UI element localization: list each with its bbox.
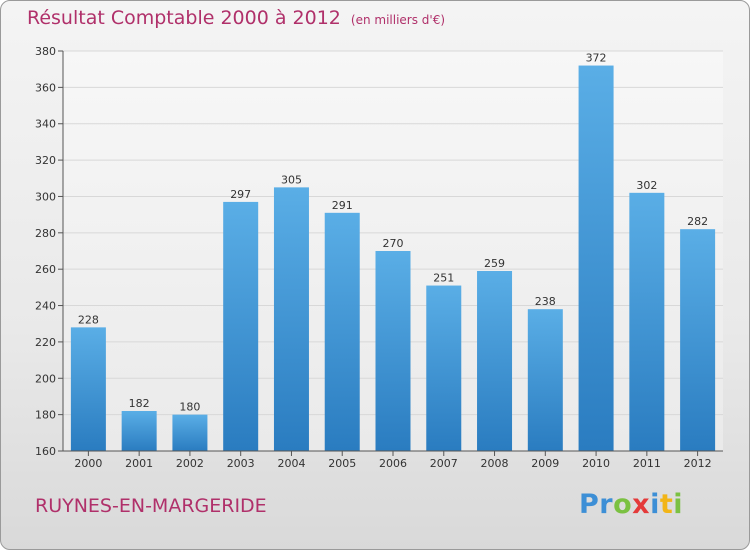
y-tick-label: 220 xyxy=(35,336,56,349)
y-tick-label: 240 xyxy=(35,300,56,313)
y-tick-label: 320 xyxy=(35,154,56,167)
data-label: 270 xyxy=(383,237,404,250)
chart-subtitle: (en milliers d'€) xyxy=(350,13,446,27)
bar xyxy=(70,327,106,451)
chart-title: Résultat Comptable 2000 à 2012 (en millie… xyxy=(27,7,445,29)
data-label: 291 xyxy=(332,199,353,212)
y-tick-label: 360 xyxy=(35,81,56,94)
bar xyxy=(527,309,563,451)
data-label: 259 xyxy=(484,257,505,270)
proxiti-logo: Proxiti xyxy=(579,489,684,520)
data-label: 182 xyxy=(129,397,150,410)
x-tick-label: 2009 xyxy=(531,457,559,470)
data-label: 297 xyxy=(230,188,251,201)
bar xyxy=(223,201,259,451)
x-tick-label: 2008 xyxy=(481,457,509,470)
x-tick-label: 2005 xyxy=(328,457,356,470)
x-tick-label: 2002 xyxy=(176,457,204,470)
bar xyxy=(629,192,665,451)
data-label: 305 xyxy=(281,173,302,186)
bar xyxy=(477,271,513,451)
bar xyxy=(273,187,309,451)
x-tick-label: 2007 xyxy=(430,457,458,470)
y-tick-label: 160 xyxy=(35,445,56,458)
bar xyxy=(121,411,157,451)
data-label: 302 xyxy=(636,179,657,192)
commune-name: RUYNES-EN-MARGERIDE xyxy=(35,495,267,517)
chart-title-text: Résultat Comptable 2000 à 2012 xyxy=(27,7,341,29)
y-tick-label: 180 xyxy=(35,409,56,422)
bar xyxy=(426,285,462,451)
y-tick-label: 200 xyxy=(35,372,56,385)
bar xyxy=(172,414,208,451)
data-label: 251 xyxy=(433,272,454,285)
data-label: 228 xyxy=(78,313,99,326)
y-tick-label: 340 xyxy=(35,118,56,131)
x-tick-label: 2010 xyxy=(582,457,610,470)
x-tick-label: 2001 xyxy=(125,457,153,470)
data-label: 282 xyxy=(687,215,708,228)
y-tick-label: 380 xyxy=(35,45,56,58)
data-label: 238 xyxy=(535,295,556,308)
y-tick-label: 280 xyxy=(35,227,56,240)
x-tick-label: 2000 xyxy=(74,457,102,470)
x-tick-label: 2011 xyxy=(633,457,661,470)
x-tick-label: 2004 xyxy=(277,457,305,470)
bar xyxy=(680,229,716,451)
x-tick-label: 2012 xyxy=(684,457,712,470)
data-label: 180 xyxy=(179,401,200,414)
x-tick-label: 2003 xyxy=(227,457,255,470)
bar xyxy=(375,251,411,451)
bar xyxy=(324,212,360,451)
y-tick-label: 300 xyxy=(35,190,56,203)
y-tick-label: 260 xyxy=(35,263,56,276)
x-tick-label: 2006 xyxy=(379,457,407,470)
bar xyxy=(578,65,614,451)
data-label: 372 xyxy=(586,52,607,65)
